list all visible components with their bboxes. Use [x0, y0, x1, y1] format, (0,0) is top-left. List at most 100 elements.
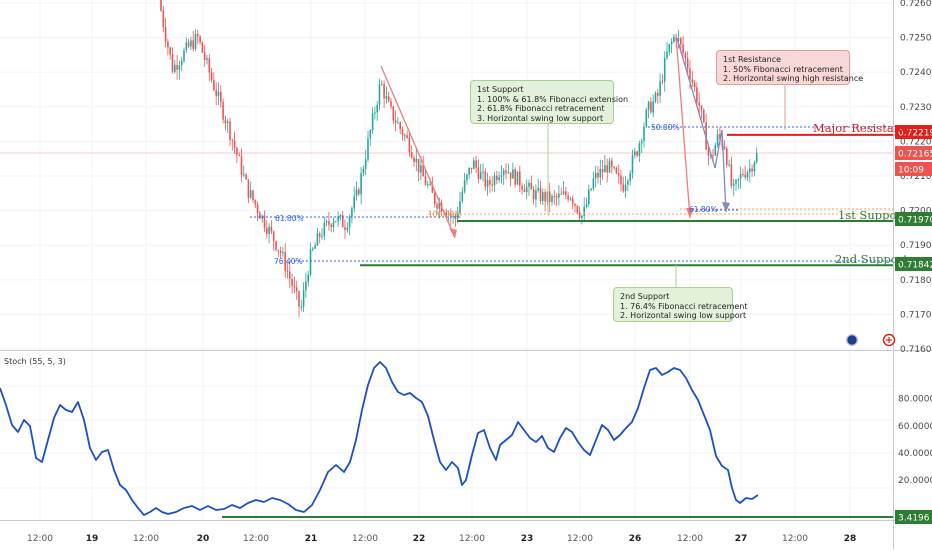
candle — [284, 242, 286, 278]
pane-icons — [845, 333, 896, 347]
candle-body — [463, 180, 466, 192]
candle-body — [548, 191, 551, 203]
candle-body — [291, 279, 293, 287]
candle — [643, 122, 645, 148]
candle — [521, 183, 523, 195]
candle — [305, 272, 307, 298]
candle — [588, 184, 590, 207]
candle — [755, 147, 758, 165]
candle-body — [512, 169, 514, 179]
candle-body — [433, 192, 436, 205]
candle — [657, 88, 659, 105]
flag-icon — [845, 333, 859, 347]
candle-body — [387, 96, 390, 102]
candle-body — [590, 188, 592, 191]
first-support-label: 1st Support — [838, 208, 907, 222]
trend-arrow — [380, 65, 456, 239]
candle — [505, 162, 507, 180]
candle-body — [461, 191, 464, 201]
candle — [302, 282, 305, 312]
candle — [686, 50, 689, 75]
candle — [231, 138, 234, 151]
candle — [716, 128, 719, 148]
candle — [581, 215, 583, 225]
candle — [247, 179, 250, 204]
candle-body — [415, 158, 418, 163]
candle — [546, 191, 549, 205]
candle — [323, 216, 326, 241]
candle-body — [652, 101, 654, 113]
candle — [325, 219, 328, 227]
candle-body — [726, 148, 728, 165]
candle — [565, 186, 567, 200]
candle-body — [210, 72, 213, 81]
candle-body — [404, 135, 406, 137]
candle-body — [217, 91, 220, 97]
candle — [735, 178, 737, 191]
candle — [753, 160, 756, 177]
candle-body — [201, 42, 204, 53]
candle — [420, 156, 422, 181]
candle — [473, 157, 475, 170]
last-price-badge-text: 0.72165 — [898, 150, 932, 160]
candle — [404, 133, 406, 142]
candle-body — [231, 139, 234, 141]
candle-body — [475, 160, 477, 168]
stochastic-tick-label: 20.0000 — [898, 476, 932, 486]
stochastic-value-badge-text: 3.4196 — [898, 514, 930, 524]
candle — [705, 113, 707, 151]
candle — [548, 182, 551, 213]
candle-body — [164, 27, 167, 42]
candle — [585, 197, 588, 209]
candle-body — [749, 168, 751, 173]
candle — [374, 106, 376, 120]
candle-body — [689, 68, 691, 80]
time-tick-label: 12:00 — [133, 534, 159, 544]
candle — [698, 92, 700, 114]
candle — [289, 261, 291, 289]
candle-body — [723, 146, 726, 149]
first-support-note-line: 3. Horizontal swing low support — [477, 113, 604, 123]
candle — [180, 56, 183, 72]
candle-body — [247, 179, 250, 198]
fib-label: 100.00% — [428, 210, 461, 219]
candle — [574, 202, 576, 213]
candle-body — [592, 178, 595, 189]
candle-body — [277, 249, 280, 251]
candle-body — [581, 215, 583, 219]
time-tick-label: 12:00 — [567, 534, 593, 544]
candle — [445, 208, 447, 217]
candle — [479, 164, 482, 180]
candle — [208, 53, 211, 82]
candle-body — [180, 61, 183, 66]
candle — [360, 167, 362, 205]
time-tick-label: 12:00 — [459, 534, 485, 544]
candle — [243, 165, 245, 178]
first-support-badge-text: 0.71970 — [898, 216, 932, 226]
candle-body — [369, 130, 372, 139]
candle-body — [631, 155, 634, 174]
first-support-badge: 0.71970 — [895, 212, 932, 226]
candle-body — [420, 165, 422, 173]
candle — [461, 187, 464, 204]
candle-body — [565, 191, 567, 196]
candle — [282, 246, 284, 258]
candle — [307, 270, 309, 287]
candles — [160, 0, 758, 317]
candle — [583, 197, 585, 221]
candle-body — [362, 168, 365, 174]
candle-body — [670, 41, 673, 45]
candle — [293, 276, 296, 294]
candle-body — [203, 52, 206, 60]
candle-body — [353, 196, 355, 209]
candle-body — [323, 222, 326, 237]
candle — [592, 171, 595, 191]
arrow-head — [686, 208, 694, 218]
candle — [477, 159, 480, 184]
candle-body — [452, 216, 454, 218]
candle-body — [243, 174, 245, 176]
candle — [385, 86, 388, 104]
candle — [240, 148, 243, 183]
candle-body — [622, 184, 625, 192]
